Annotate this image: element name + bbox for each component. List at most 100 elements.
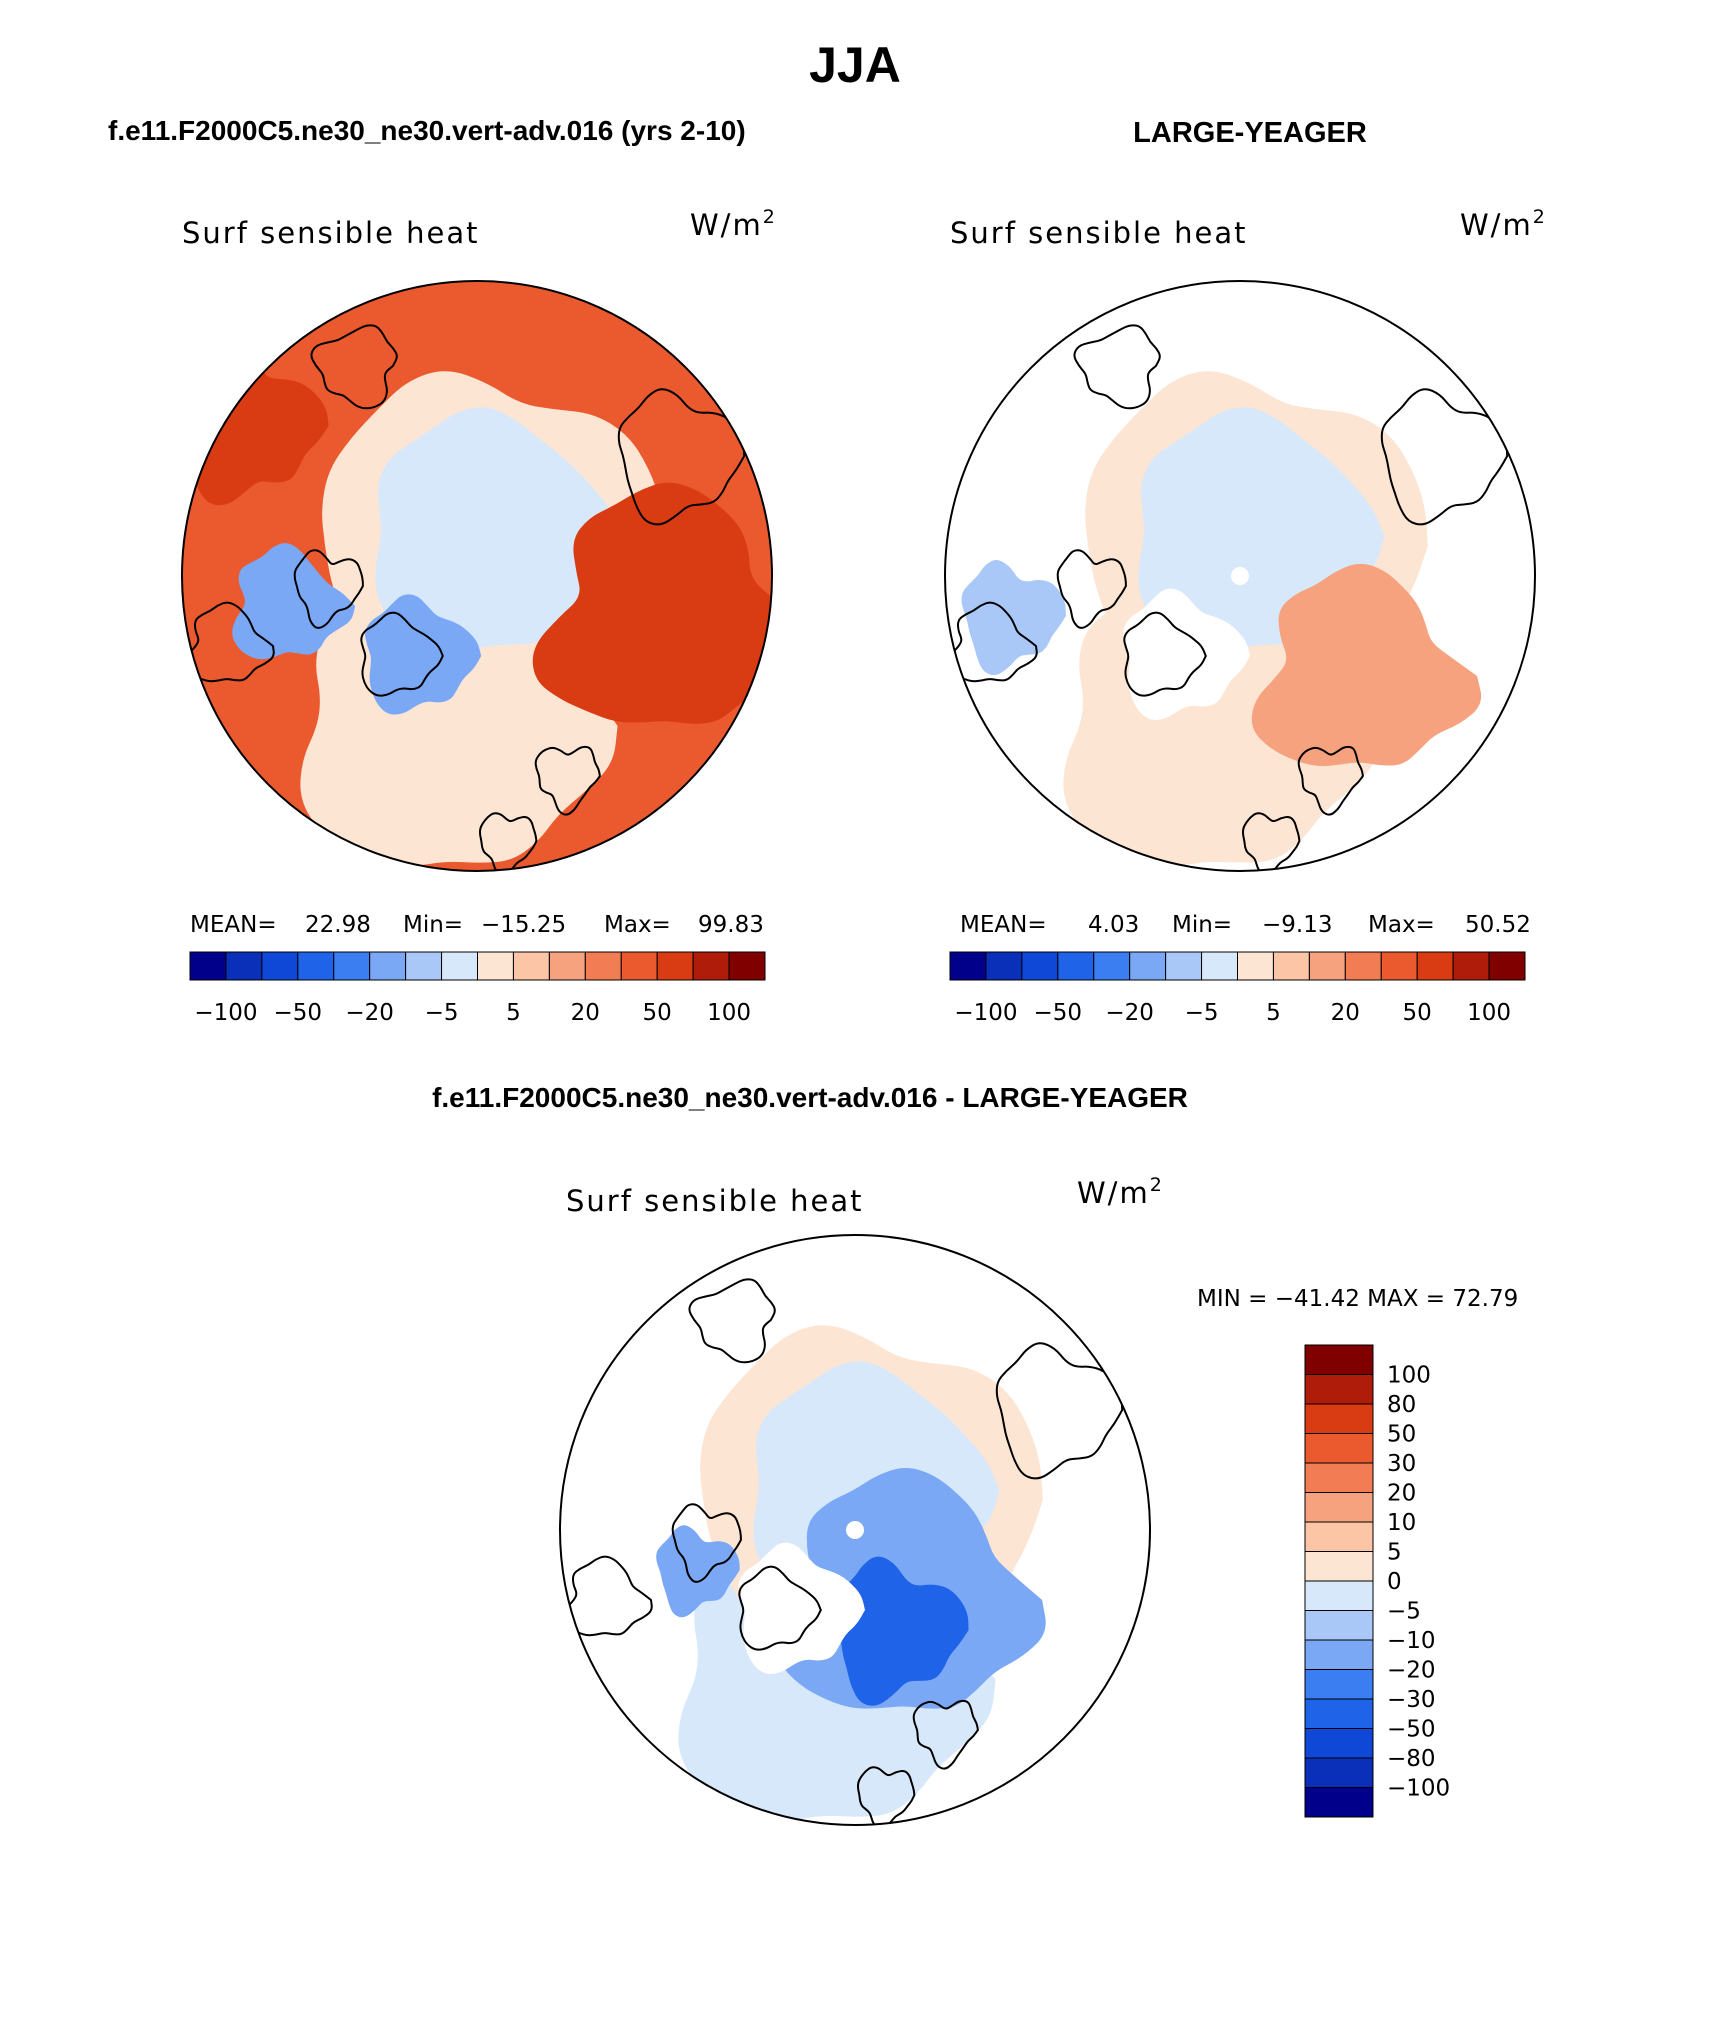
colorbar-tick-label: −10: [1387, 1628, 1436, 1654]
colorbar-tick-label: 20: [1387, 1481, 1416, 1507]
colorbar-tick-label: −100: [1387, 1776, 1450, 1802]
colorbar-tick-label: 0: [1387, 1569, 1402, 1595]
panel-diff-minmax: MIN = −41.42 MAX = 72.79: [1197, 1286, 1518, 1312]
coastline-canada-archipelago: [671, 1503, 742, 1583]
colorbar-box: [297, 951, 335, 981]
colorbar-box: [1129, 951, 1167, 981]
coastline-greenland: [360, 611, 444, 697]
colorbar-tick-label: 50: [1387, 1422, 1416, 1448]
colorbar-tick-label: −5: [1387, 1599, 1421, 1625]
colorbar-box: [1304, 1521, 1374, 1552]
colorbar-box: [1304, 1580, 1374, 1611]
colorbar-box: [189, 951, 227, 981]
coastline-siberia: [995, 1342, 1124, 1480]
map-boundary: [181, 280, 773, 872]
panel-model-colorbar: −100 −50 −20 −5 5 20 50 100: [189, 951, 766, 1026]
colorbar-tick-label: −20: [1387, 1658, 1436, 1684]
colorbar-box: [1304, 1462, 1374, 1493]
pole-hole: [846, 1521, 864, 1539]
colorbar-tick-label: 5: [506, 1000, 521, 1026]
panel-model-units: W/m2: [690, 206, 777, 242]
colorbar-tick-label: 100: [707, 1000, 751, 1026]
polar-map-icon: [944, 280, 1536, 872]
colorbar-box: [1304, 1492, 1374, 1523]
colorbar-box: [1416, 951, 1454, 981]
coastline-greenland: [1123, 611, 1207, 697]
map-field-greenland: [738, 1542, 865, 1674]
colorbar-box: [512, 951, 550, 981]
colorbar-box: [1201, 951, 1238, 981]
map-field-greenland: [1123, 588, 1250, 720]
colorbar-box: [1304, 1698, 1374, 1729]
colorbar-box: [225, 951, 263, 981]
colorbar-box: [584, 951, 622, 981]
figure-title: JJA: [809, 37, 901, 93]
colorbar-box: [1344, 951, 1382, 981]
panel-obs-title: Surf sensible heat: [950, 216, 1248, 250]
colorbar-tick-label: 5: [1387, 1540, 1402, 1566]
coastline-scandinavia: [534, 745, 601, 816]
map-field-greenland: [365, 594, 482, 715]
colorbar-box: [1488, 951, 1526, 981]
colorbar-tick-label: −5: [1185, 1000, 1219, 1026]
coastline-europe: [1241, 812, 1301, 871]
panel-diff-title: Surf sensible heat: [566, 1184, 864, 1218]
colorbar-tick-label: 80: [1387, 1392, 1416, 1418]
colorbar-box: [1165, 951, 1203, 981]
colorbar-tick-label: −50: [1034, 1000, 1083, 1026]
map-field-barents: [1251, 563, 1482, 767]
colorbar-tick-label: −30: [1387, 1687, 1436, 1713]
colorbar-tick-label: −20: [345, 1000, 394, 1026]
colorbar-tick-label: 5: [1266, 1000, 1281, 1026]
pole-hole: [1231, 567, 1249, 585]
colorbar-box: [261, 951, 299, 981]
colorbar-box: [1304, 1669, 1374, 1700]
map-field-hudson: [961, 559, 1066, 676]
colorbar-box: [477, 951, 514, 981]
colorbar-box: [1304, 1728, 1374, 1759]
colorbar-tick-label: −20: [1105, 1000, 1154, 1026]
colorbar-box: [1452, 951, 1490, 981]
coastline-europe: [478, 812, 538, 871]
colorbar-box: [656, 951, 694, 981]
coastline-alaska: [310, 324, 398, 410]
colorbar-box: [1304, 1639, 1374, 1670]
coastline-europe: [856, 1766, 916, 1825]
panel-obs-stats: MEAN= 4.03 Min= −9.13 Max= 50.52: [960, 912, 1531, 938]
colorbar-box: [1237, 951, 1274, 981]
panel-obs-colorbar: −100 −50 −20 −5 5 20 50 100: [949, 951, 1526, 1026]
colorbar-box: [1057, 951, 1095, 981]
coastline-scandinavia: [1297, 745, 1364, 816]
panel-obs-units: W/m2: [1460, 206, 1547, 242]
colorbar-box: [728, 951, 766, 981]
colorbar-box: [1304, 1374, 1374, 1405]
panel-model-stats: MEAN= 22.98 Min= −15.25 Max= 99.83: [190, 912, 764, 938]
colorbar-box: [1304, 1433, 1374, 1464]
colorbar-box: [1304, 1610, 1374, 1641]
colorbar-box: [369, 951, 407, 981]
coastline-siberia: [1380, 388, 1509, 526]
colorbar-box: [985, 951, 1023, 981]
panel-obs-header: LARGE-YEAGER: [1133, 117, 1367, 149]
colorbar-box: [1304, 1344, 1374, 1375]
colorbar-box: [405, 951, 443, 981]
panel-diff-units: W/m2: [1077, 1174, 1164, 1210]
colorbar-box: [1308, 951, 1346, 981]
colorbar-box: [1304, 1551, 1374, 1582]
colorbar-tick-label: −5: [425, 1000, 459, 1026]
map-field-eurasia-max: [532, 482, 772, 724]
panel-obs: LARGE-YEAGER Surf sensible heat W/m2 MEA…: [944, 117, 1547, 1026]
map-field-arctic-ocean: [375, 407, 622, 653]
colorbar-tick-label: −100: [194, 1000, 257, 1026]
colorbar-tick-label: 50: [643, 1000, 672, 1026]
colorbar-tick-label: −50: [1387, 1717, 1436, 1743]
colorbar-box: [1304, 1757, 1374, 1788]
colorbar-tick-label: 50: [1403, 1000, 1432, 1026]
colorbar-tick-label: 100: [1387, 1363, 1431, 1389]
coastline-scandinavia: [912, 1699, 979, 1770]
panel-diff-header: f.e11.F2000C5.ne30_ne30.vert-adv.016 - L…: [432, 1082, 1188, 1113]
coastline-greenland: [738, 1565, 822, 1651]
map-boundary: [944, 280, 1536, 872]
colorbar-box: [1093, 951, 1131, 981]
